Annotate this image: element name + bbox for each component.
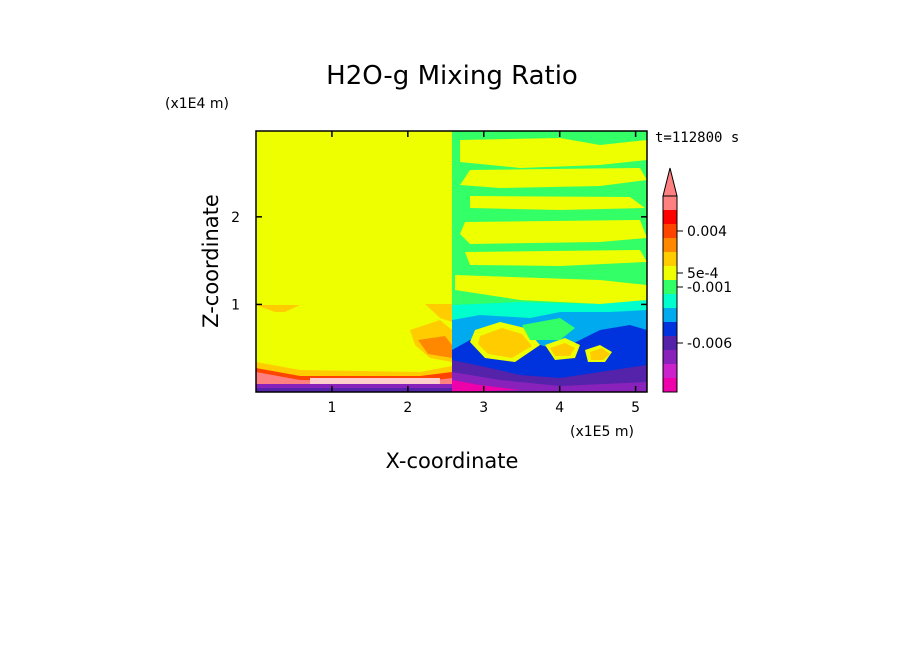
time-label: t=112800 s: [655, 130, 739, 146]
x-tick-label: 4: [555, 400, 564, 416]
colorbar-label: 0.004: [687, 224, 727, 240]
right-orange-blob-3: [590, 348, 610, 360]
y-axis-unit: (x1E4 m): [165, 96, 229, 112]
colorbar-swatch: [663, 336, 677, 350]
y-axis-label: Z-coordinate: [199, 194, 223, 328]
right-yellow-band-5: [465, 250, 647, 266]
chart-title: H2O-g Mixing Ratio: [326, 61, 578, 91]
left-orange-edge-1: [256, 305, 300, 312]
right-yellow-band-6: [455, 275, 647, 304]
colorbar-frame: [662, 195, 678, 393]
colorbar-swatch: [663, 308, 677, 322]
right-yellow-band-2: [460, 168, 647, 188]
plot-frame: [255, 130, 648, 393]
y-tick-label: 2: [231, 210, 240, 226]
right-green-blob: [522, 318, 575, 340]
right-orange-blob-2: [550, 343, 575, 356]
colorbar-swatch: [663, 210, 677, 224]
right-magenta-layer: [452, 380, 520, 392]
left-ground-blue: [256, 388, 452, 392]
colorbar-swatch: [663, 266, 677, 280]
x-axis-unit: (x1E5 m): [570, 424, 634, 440]
y-tick-label: 1: [231, 297, 240, 313]
colorbar-label: -0.006: [687, 336, 732, 352]
colorbar: 0.004 5e-4-0.001 -0.006: [662, 167, 732, 393]
left-bottom-light: [310, 378, 440, 384]
colorbar-swatch: [663, 378, 677, 392]
colorbar-extend-triangle: [662, 167, 678, 197]
colorbar-swatch: [663, 322, 677, 336]
colorbar-swatch: [663, 280, 677, 294]
colorbar-swatch: [663, 364, 677, 378]
x-tick-label: 1: [327, 400, 336, 416]
left-orange-core: [418, 336, 452, 358]
colorbar-swatch: [663, 350, 677, 364]
left-lowband: [256, 300, 452, 392]
right-yellow-band-4: [460, 220, 647, 244]
right-purple-layer: [452, 372, 647, 392]
x-tick-label: 5: [631, 400, 640, 416]
right-yellow-band-1: [460, 138, 647, 168]
left-orange-edge-2: [425, 304, 452, 322]
colorbar-label: -0.001: [687, 280, 732, 296]
colorbar-swatch: [663, 196, 677, 210]
colorbar-swatch: [663, 238, 677, 252]
axis-ticks: 1 2 3 4 5 1 2: [231, 131, 647, 416]
colorbar-swatch: [663, 224, 677, 238]
colorbar-swatch: [663, 252, 677, 266]
contour-field: [256, 131, 647, 392]
x-axis-label: X-coordinate: [386, 449, 519, 473]
colorbar-label: 5e-4: [687, 266, 719, 282]
right-yellow-band-3: [470, 196, 645, 210]
right-orange-blob-1: [478, 328, 532, 358]
colorbar-swatch: [663, 294, 677, 308]
x-tick-label: 2: [403, 400, 412, 416]
x-tick-label: 3: [479, 400, 488, 416]
